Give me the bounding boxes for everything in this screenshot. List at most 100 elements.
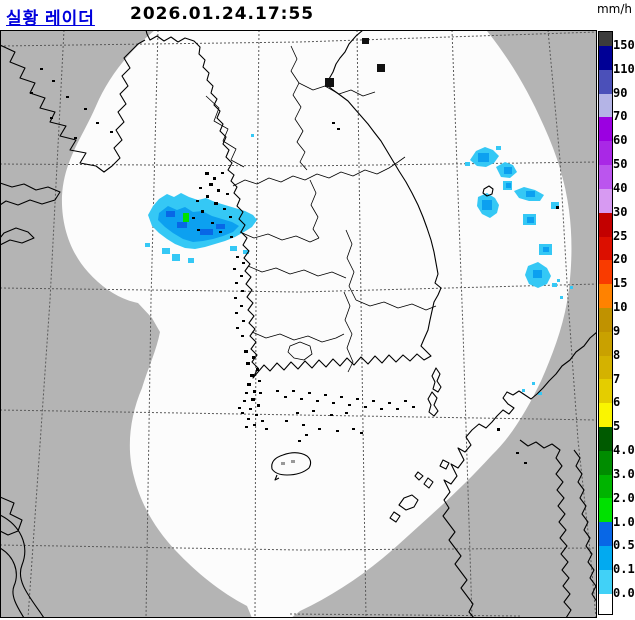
- island-dot: [380, 408, 383, 410]
- colorbar-tick-label: 60: [613, 133, 628, 148]
- precip-echo: [538, 392, 542, 395]
- colorbar-tick-label: 2.0: [613, 490, 635, 505]
- terrain-mark: [291, 460, 295, 463]
- island-dot: [247, 383, 251, 386]
- island-dot: [245, 392, 248, 394]
- island-dot: [30, 92, 33, 94]
- colorbar-tick-label: 0.0: [613, 585, 635, 600]
- island-dot: [236, 327, 239, 329]
- precip-echo: [482, 200, 492, 210]
- island-dot: [388, 402, 391, 404]
- island-dot: [332, 402, 335, 404]
- island-dot: [242, 320, 245, 322]
- coastline: [1, 514, 44, 617]
- colorbar-tick-label: 30: [613, 204, 628, 219]
- precip-echo: [216, 224, 225, 229]
- colorbar-tick-label: 70: [613, 109, 628, 124]
- island-dot: [206, 195, 209, 198]
- island-dot: [261, 420, 264, 422]
- island-dot: [250, 374, 254, 377]
- island-dot: [524, 462, 527, 464]
- island-dot: [52, 80, 55, 82]
- radar-map[interactable]: [0, 30, 597, 618]
- graticule-line: [1, 544, 596, 551]
- coastline: [431, 367, 442, 393]
- precip-echo: [478, 153, 489, 162]
- precip-echo: [251, 134, 254, 137]
- coastline: [439, 459, 450, 470]
- admin-border: [298, 82, 376, 97]
- colorbar-segment: [599, 450, 612, 475]
- island-dot: [253, 390, 256, 393]
- island-dot: [305, 434, 308, 436]
- island-dot: [298, 440, 301, 442]
- island-dot: [199, 187, 202, 189]
- colorbar-segment: [599, 46, 612, 70]
- precip-echo: [166, 211, 175, 217]
- graticule-line: [289, 613, 521, 617]
- island-dot: [236, 256, 239, 258]
- precip-echo: [543, 247, 549, 252]
- island-dot: [110, 131, 113, 133]
- colorbar-tick-label: 4.0: [613, 443, 635, 458]
- coastline: [1, 182, 61, 206]
- island-dot: [285, 420, 288, 422]
- colorbar-segment: [599, 212, 612, 237]
- colorbar-segment: [599, 236, 612, 261]
- lake-mark: [362, 38, 369, 44]
- island-dot: [332, 122, 335, 124]
- island-dot: [497, 428, 500, 431]
- colorbar-segment: [599, 403, 612, 427]
- radar-map-canvas: [1, 31, 596, 617]
- island-dot: [330, 414, 333, 416]
- island-dot: [235, 312, 238, 314]
- colorbar-tick-label: 25: [613, 228, 628, 243]
- island-dot: [249, 408, 252, 410]
- island-dot: [241, 335, 244, 337]
- precip-echo: [527, 217, 534, 223]
- admin-border: [355, 299, 437, 311]
- coastline: [427, 391, 439, 417]
- admin-border: [251, 331, 345, 343]
- graticule-line: [1, 283, 596, 293]
- island-dot: [221, 172, 224, 174]
- coastline: [1, 39, 146, 173]
- island-dot: [246, 362, 250, 365]
- precip-echo: [145, 243, 150, 247]
- colorbar-segment: [599, 593, 612, 614]
- coastline: [274, 474, 280, 481]
- terrain-mark: [281, 462, 285, 465]
- colorbar-segment: [599, 474, 612, 499]
- island-dot: [345, 412, 348, 414]
- island-dot: [360, 432, 363, 434]
- colorbar-tick-label: 9: [613, 323, 621, 338]
- precip-echo: [177, 222, 187, 228]
- island-dot: [404, 400, 407, 402]
- coastline: [389, 511, 401, 523]
- colorbar: [598, 31, 613, 615]
- island-dot: [223, 208, 226, 210]
- island-dot: [556, 206, 559, 209]
- island-dot: [312, 410, 315, 412]
- colorbar-segment: [599, 188, 612, 213]
- island-dot: [233, 268, 236, 270]
- colorbar-segment: [599, 93, 612, 118]
- island-dot: [219, 231, 222, 233]
- coastline: [1, 496, 23, 536]
- island-dot: [296, 412, 299, 414]
- precip-echo: [570, 286, 573, 289]
- precip-echo: [506, 183, 511, 188]
- graticule-line: [451, 31, 473, 617]
- admin-border: [343, 291, 354, 373]
- colorbar-tick-label: 0.5: [613, 538, 635, 553]
- island-dot: [340, 396, 343, 398]
- precip-echo: [552, 283, 557, 287]
- island-dot: [230, 236, 233, 238]
- island-dot: [244, 350, 248, 353]
- island-dot: [336, 430, 339, 432]
- colorbar-segment: [599, 260, 612, 285]
- coastline: [145, 31, 442, 379]
- island-dot: [234, 297, 237, 299]
- admin-border: [290, 45, 308, 171]
- admin-border: [205, 95, 245, 168]
